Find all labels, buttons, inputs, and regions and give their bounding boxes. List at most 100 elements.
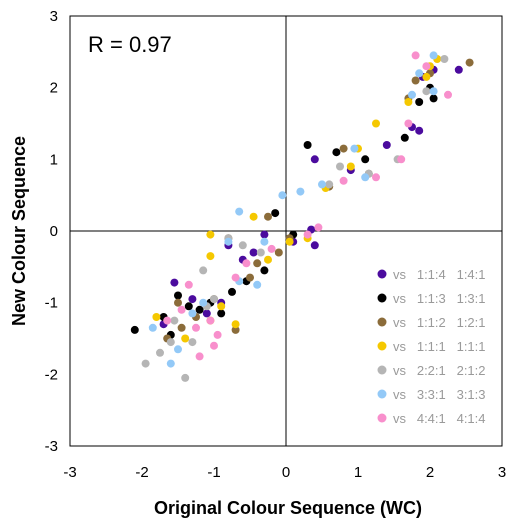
y-axis-title: New Colour Sequence	[9, 136, 29, 326]
data-point	[372, 120, 380, 128]
y-tick-label: -3	[45, 438, 58, 455]
data-point	[199, 299, 207, 307]
data-point	[206, 317, 214, 325]
x-tick-label: 3	[498, 464, 506, 481]
data-point	[206, 252, 214, 260]
data-point	[217, 302, 225, 310]
data-point	[224, 238, 232, 246]
y-tick-label: 1	[50, 151, 58, 168]
legend-label: vs 1:1:1 1:1:1	[393, 339, 486, 354]
data-point	[271, 209, 279, 217]
data-point	[401, 134, 409, 142]
data-point	[422, 73, 430, 81]
data-point	[286, 238, 294, 246]
legend-label: vs 4:4:1 4:1:4	[393, 411, 486, 426]
x-tick-label: -2	[135, 464, 148, 481]
data-point	[268, 245, 276, 253]
data-point	[311, 155, 319, 163]
y-tick-label: 3	[50, 8, 58, 25]
data-point	[340, 145, 348, 153]
data-point	[232, 274, 240, 282]
data-point	[415, 98, 423, 106]
legend-marker	[378, 390, 387, 399]
data-point	[430, 51, 438, 59]
data-point	[185, 302, 193, 310]
data-point	[210, 342, 218, 350]
data-point	[167, 338, 175, 346]
data-point	[332, 148, 340, 156]
data-point	[253, 259, 261, 267]
data-point	[412, 51, 420, 59]
data-point	[174, 345, 182, 353]
legend-label: vs 2:2:1 2:1:2	[393, 363, 486, 378]
x-tick-label: -1	[207, 464, 220, 481]
data-point	[181, 374, 189, 382]
legend-marker	[378, 270, 387, 279]
data-point	[260, 238, 268, 246]
data-point	[167, 360, 175, 368]
data-point	[131, 326, 139, 334]
data-point	[296, 188, 304, 196]
data-point	[304, 231, 312, 239]
data-point	[152, 313, 160, 321]
data-point	[397, 155, 405, 163]
data-point	[178, 306, 186, 314]
legend-marker	[378, 294, 387, 303]
x-tick-label: 2	[426, 464, 434, 481]
data-point	[444, 91, 452, 99]
y-tick-label: -1	[45, 295, 58, 312]
data-point	[275, 249, 283, 257]
x-tick-label: 1	[354, 464, 362, 481]
data-point	[466, 59, 474, 67]
data-point	[203, 309, 211, 317]
data-point	[455, 66, 463, 74]
data-point	[174, 292, 182, 300]
data-point	[404, 98, 412, 106]
data-point	[257, 249, 265, 257]
data-point	[181, 335, 189, 343]
data-point	[228, 288, 236, 296]
data-point	[264, 256, 272, 264]
data-point	[422, 87, 430, 95]
data-point	[440, 55, 448, 63]
data-point	[174, 299, 182, 307]
data-point	[336, 163, 344, 171]
data-point	[163, 317, 171, 325]
data-point	[372, 173, 380, 181]
data-point	[206, 231, 214, 239]
data-point	[318, 180, 326, 188]
data-point	[235, 208, 243, 216]
data-point	[412, 77, 420, 85]
data-point	[170, 317, 178, 325]
data-point	[278, 191, 286, 199]
data-point	[246, 274, 254, 282]
data-point	[178, 324, 186, 332]
data-point	[188, 309, 196, 317]
data-point	[404, 120, 412, 128]
data-point	[214, 331, 222, 339]
data-point	[250, 213, 258, 221]
data-point	[239, 241, 247, 249]
data-point	[188, 338, 196, 346]
data-point	[264, 213, 272, 221]
correlation-annotation: R = 0.97	[88, 32, 172, 57]
data-point	[149, 324, 157, 332]
data-point	[188, 295, 196, 303]
x-tick-labels: -3 -2 -1 0 1 2 3	[63, 464, 506, 481]
y-tick-label: -2	[45, 366, 58, 383]
legend-marker	[378, 318, 387, 327]
data-point	[304, 141, 312, 149]
data-point	[361, 155, 369, 163]
data-point	[156, 349, 164, 357]
y-tick-label: 0	[50, 223, 58, 240]
x-tick-label: 0	[282, 464, 290, 481]
data-point	[311, 241, 319, 249]
data-point	[232, 320, 240, 328]
legend-label: vs 1:1:3 1:3:1	[393, 291, 486, 306]
data-point	[260, 266, 268, 274]
data-point	[196, 352, 204, 360]
data-point	[185, 281, 193, 289]
data-point	[253, 281, 261, 289]
data-point	[260, 231, 268, 239]
